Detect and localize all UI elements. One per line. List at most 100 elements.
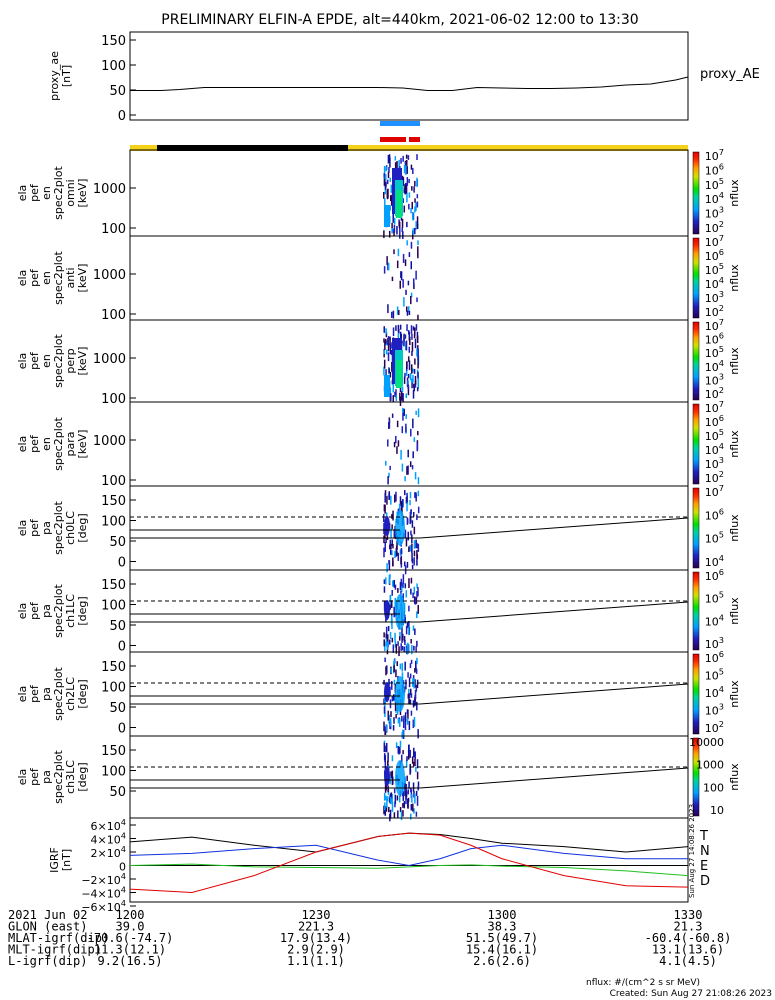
spectrogram-pixel [412, 228, 414, 235]
footer-value: 221.3 [298, 920, 334, 934]
spectrogram-pixel [413, 186, 415, 193]
spectrogram-pixel [413, 808, 415, 814]
spectrogram-pixel [398, 746, 400, 755]
spectrogram-pixel [391, 539, 393, 546]
footer-value: 11.3(12.1) [94, 943, 166, 957]
spectrogram-pixel [415, 767, 417, 772]
spectrogram-pixel [393, 249, 395, 255]
spectrogram-pixel [386, 256, 388, 265]
spectrogram-pixel [399, 663, 402, 670]
spectrogram-pixel [415, 811, 418, 817]
colorbar-tick-label: 107 [705, 483, 724, 499]
spectrogram-pixel [398, 719, 401, 727]
spectrogram-pixel [399, 496, 402, 506]
y-tick-label: 1000 [93, 352, 126, 367]
spectrogram-pixel [389, 600, 391, 610]
y-tick-label: 150 [101, 660, 126, 675]
spectrogram-pixel [410, 241, 413, 249]
y-tick-label: 100 [101, 515, 126, 530]
spectrogram-pixel [385, 338, 387, 344]
spectrogram-core [395, 510, 405, 546]
spectrogram-pixel [397, 745, 399, 754]
spectrogram-pixel [407, 749, 410, 760]
colorbar-tick-label: 102 [705, 469, 724, 485]
spectrogram-pixel [416, 583, 418, 589]
spectrogram-pixel [414, 668, 416, 673]
spectrogram-pixel [389, 544, 391, 550]
spectrogram-pixel [385, 332, 388, 338]
spectrogram-pixel [413, 526, 416, 535]
spectrogram-pixel [383, 326, 385, 333]
spectrogram-pixel [400, 590, 402, 596]
spectrogram-pixel [416, 297, 418, 303]
spectrogram-pixel [405, 679, 407, 690]
spectrogram-pixel [412, 803, 414, 812]
colorbar-tick-label: 107 [705, 233, 724, 249]
spectrogram-pixel [411, 520, 414, 528]
spectrogram-pixel [406, 159, 408, 167]
colorbar-tick-label: 106 [705, 331, 724, 347]
spectrogram-pixel [410, 688, 412, 696]
spectrogram-pixel [408, 360, 411, 371]
spectrogram-pixel [395, 491, 397, 502]
spectrogram-pixel [389, 177, 392, 182]
spectrogram-pixel [383, 523, 385, 531]
spectrogram-pixel [391, 695, 394, 702]
spectrogram-pixel [384, 657, 386, 663]
igrf-legend-D: D [700, 874, 710, 889]
spectrogram-pixel [404, 720, 407, 731]
spectrogram-pixel [417, 543, 420, 552]
spectrogram-pixel [385, 537, 387, 544]
footer-value: 21.3 [674, 920, 703, 934]
colorbar-tick-label: 103 [705, 702, 724, 718]
spectrogram-pixel [408, 620, 410, 629]
spectrogram-pixel [403, 333, 405, 340]
spectrogram-pixel [397, 324, 400, 333]
spectrogram-pixel [403, 801, 406, 809]
spectrogram-pixel [410, 530, 412, 536]
spectrogram-pixel [383, 359, 386, 369]
spectrogram-pixel [405, 340, 408, 351]
spectrogram-pixel [409, 765, 411, 775]
spectrogram-pixel [388, 714, 390, 724]
spectrogram-pixel [395, 389, 397, 398]
spectrogram-pixel [396, 795, 399, 801]
spectrogram-pixel [393, 529, 396, 538]
spectrogram-pixel [397, 810, 399, 819]
spectrogram-pixel [386, 495, 388, 505]
spectrogram-pixel [408, 332, 411, 341]
spectrogram-pixel [400, 547, 403, 554]
colorbar-tick-label: 107 [705, 147, 724, 163]
spectrogram-pixel [407, 155, 410, 160]
footer-value: 1230 [302, 908, 331, 922]
spectrogram-pixel [393, 679, 396, 685]
spectrogram-pixel [384, 754, 386, 763]
y-axis-label-proxy_ae: [nT] [60, 65, 73, 87]
spectrogram-pixel [384, 730, 387, 735]
spectrogram-pixel [410, 693, 413, 698]
y-axis-label-ch2LC: pef [28, 684, 41, 703]
colorbar-label: nflux [728, 347, 741, 375]
y-axis-label-omni: omni [64, 179, 77, 206]
spectrogram-pixel [401, 626, 403, 635]
y-tick-label: 150 [101, 494, 126, 509]
spectrogram-pixel [413, 716, 416, 727]
spectrogram-pixel [411, 756, 414, 764]
spectrogram-pixel [404, 583, 407, 589]
spectrogram-pixel [408, 698, 410, 705]
spectrogram-pixel [388, 678, 390, 688]
spectrogram-pixel [404, 783, 406, 789]
spectrogram-pixel [390, 198, 393, 206]
spectrogram-pixel [383, 547, 385, 558]
colorbar-tick-label: 1000 [696, 759, 724, 772]
spectrogram-pixel [404, 372, 406, 378]
y-tick-label: 100 [101, 474, 126, 489]
spectrogram-pixel [417, 345, 419, 350]
spectrogram-pixel [384, 490, 387, 495]
spectrogram-pixel [410, 789, 413, 799]
colorbar-tick-label: 10000 [689, 736, 724, 749]
spectrogram-pixel [390, 495, 392, 505]
spectrogram-pixel [383, 349, 386, 355]
spectrogram-pixel [410, 295, 412, 305]
